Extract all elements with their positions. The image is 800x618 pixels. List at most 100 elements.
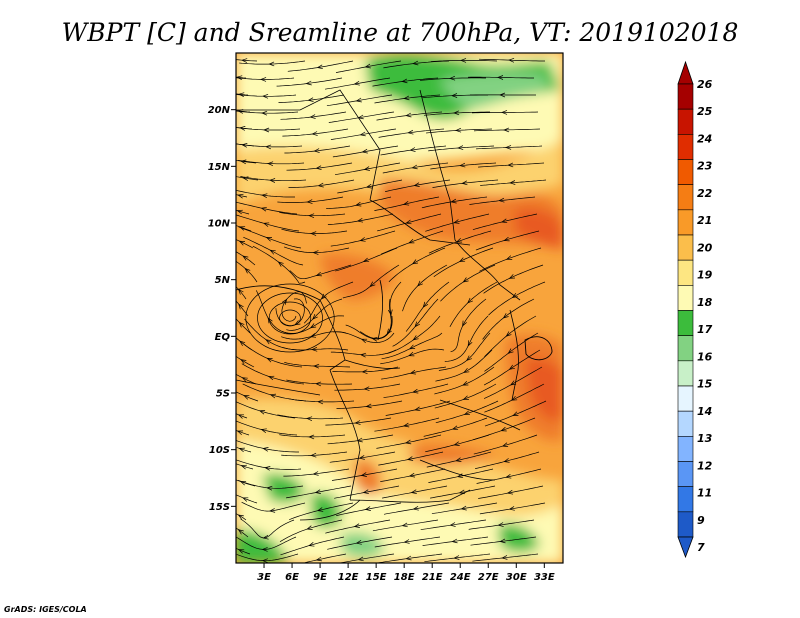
streamline-arrow	[451, 425, 459, 431]
streamline-207	[376, 553, 443, 563]
streamline-arrow	[497, 75, 504, 80]
streamline-39	[380, 145, 447, 156]
border-13	[236, 379, 321, 396]
streamline-arrow	[459, 162, 466, 168]
streamline-208	[424, 553, 491, 563]
streamline-arrow	[403, 95, 410, 101]
streamline-arrow	[316, 64, 323, 70]
border-7	[329, 369, 361, 501]
streamline-arrow	[310, 231, 317, 236]
streamline-201	[422, 536, 489, 546]
streamline-arrow	[237, 288, 244, 295]
streamline-arrow	[360, 472, 367, 477]
streamline-arrow	[409, 369, 416, 375]
streamline-55	[480, 179, 547, 186]
streamline-arrow	[262, 534, 269, 540]
streamline-36	[236, 143, 303, 148]
streamline-arrow	[364, 506, 371, 511]
streamline-37	[284, 145, 351, 154]
streamline-arrow	[364, 63, 371, 69]
streamline-100	[286, 298, 343, 331]
streamline-arrow	[361, 369, 368, 375]
streamline-96	[449, 281, 498, 327]
streamline-51	[288, 179, 355, 188]
streamline-17	[326, 94, 393, 107]
streamline-74	[381, 230, 444, 255]
streamline-62	[469, 196, 536, 205]
streamline-arrow	[309, 323, 317, 329]
streamline-arrow	[461, 180, 468, 186]
streamline-arrow	[463, 367, 470, 373]
streamline-arrow	[237, 549, 245, 554]
streamline-179	[382, 485, 448, 499]
streamline-arrow	[453, 110, 460, 116]
colorbar-swatch	[677, 259, 694, 286]
streamline-arrow	[462, 381, 469, 386]
streamline-arrow	[457, 145, 464, 150]
streamline-104	[482, 298, 535, 340]
border-8	[349, 489, 471, 503]
streamline-arrow	[356, 437, 363, 443]
shading-red-east-africa	[525, 358, 563, 421]
streamline-arrow	[499, 92, 506, 98]
country-borders	[236, 89, 553, 521]
streamline-arrow	[502, 313, 509, 319]
streamline-84	[236, 251, 256, 266]
streamline-arrow	[387, 309, 393, 316]
streamline-130	[381, 366, 447, 380]
border-10	[439, 399, 521, 431]
streamline-11	[372, 77, 439, 87]
streamline-arrow	[268, 61, 275, 67]
border-11	[509, 309, 519, 401]
streamline-29	[236, 127, 301, 131]
streamline-88	[402, 264, 448, 312]
streamline-arrow	[507, 162, 514, 168]
streamline-148	[236, 401, 296, 419]
streamline-arrow	[266, 485, 273, 491]
streamline-170	[283, 468, 350, 477]
streamline-arrow	[262, 447, 269, 452]
credit-text: GrADS: IGES/COLA	[4, 605, 87, 614]
streamline-arrow	[401, 78, 408, 84]
streamline-arrow	[409, 147, 416, 152]
streamline-128	[284, 362, 351, 368]
colorbar-swatch	[677, 385, 694, 412]
streamline-arrow	[310, 452, 317, 458]
streamline-135	[286, 379, 353, 385]
streamline-arrow	[306, 199, 313, 204]
streamline-arrow	[240, 159, 247, 165]
streamline-186	[383, 502, 450, 515]
streamline-arrow	[362, 257, 370, 263]
streamline-arrow	[238, 447, 245, 453]
streamline-arrow	[503, 127, 510, 133]
streamline-arrow	[261, 110, 268, 116]
streamline-56	[236, 194, 248, 198]
streamline-arrow	[354, 420, 361, 425]
streamline-87	[342, 264, 400, 299]
streamline-193	[372, 519, 439, 532]
streamline-53	[385, 179, 451, 192]
streamline-58	[277, 196, 344, 203]
streamline-68	[425, 213, 490, 232]
streamline-arrow	[261, 558, 268, 563]
streamline-152	[423, 417, 488, 437]
streamline-arrow	[455, 127, 462, 133]
streamline-10	[324, 77, 391, 90]
lon-tick-label: 15E	[366, 572, 387, 583]
streamline-8	[236, 77, 295, 80]
streamline-197	[236, 536, 297, 550]
colorbar-label: 16	[697, 350, 713, 363]
streamline-198	[280, 536, 345, 556]
streamline-arrow	[266, 357, 273, 363]
streamline-arrow	[358, 455, 365, 460]
streamline-arrow	[501, 555, 508, 560]
streamline-184	[289, 502, 354, 521]
lon-tick-label: 21E	[422, 572, 443, 583]
streamline-52	[337, 179, 403, 194]
vortex-ring-2	[257, 292, 323, 344]
shading-dark-orange-south	[355, 459, 381, 496]
streamline-arrow	[412, 60, 419, 66]
vortex-ring-3	[245, 283, 335, 353]
streamline-arrow	[269, 178, 276, 183]
streamline-71	[236, 214, 300, 232]
